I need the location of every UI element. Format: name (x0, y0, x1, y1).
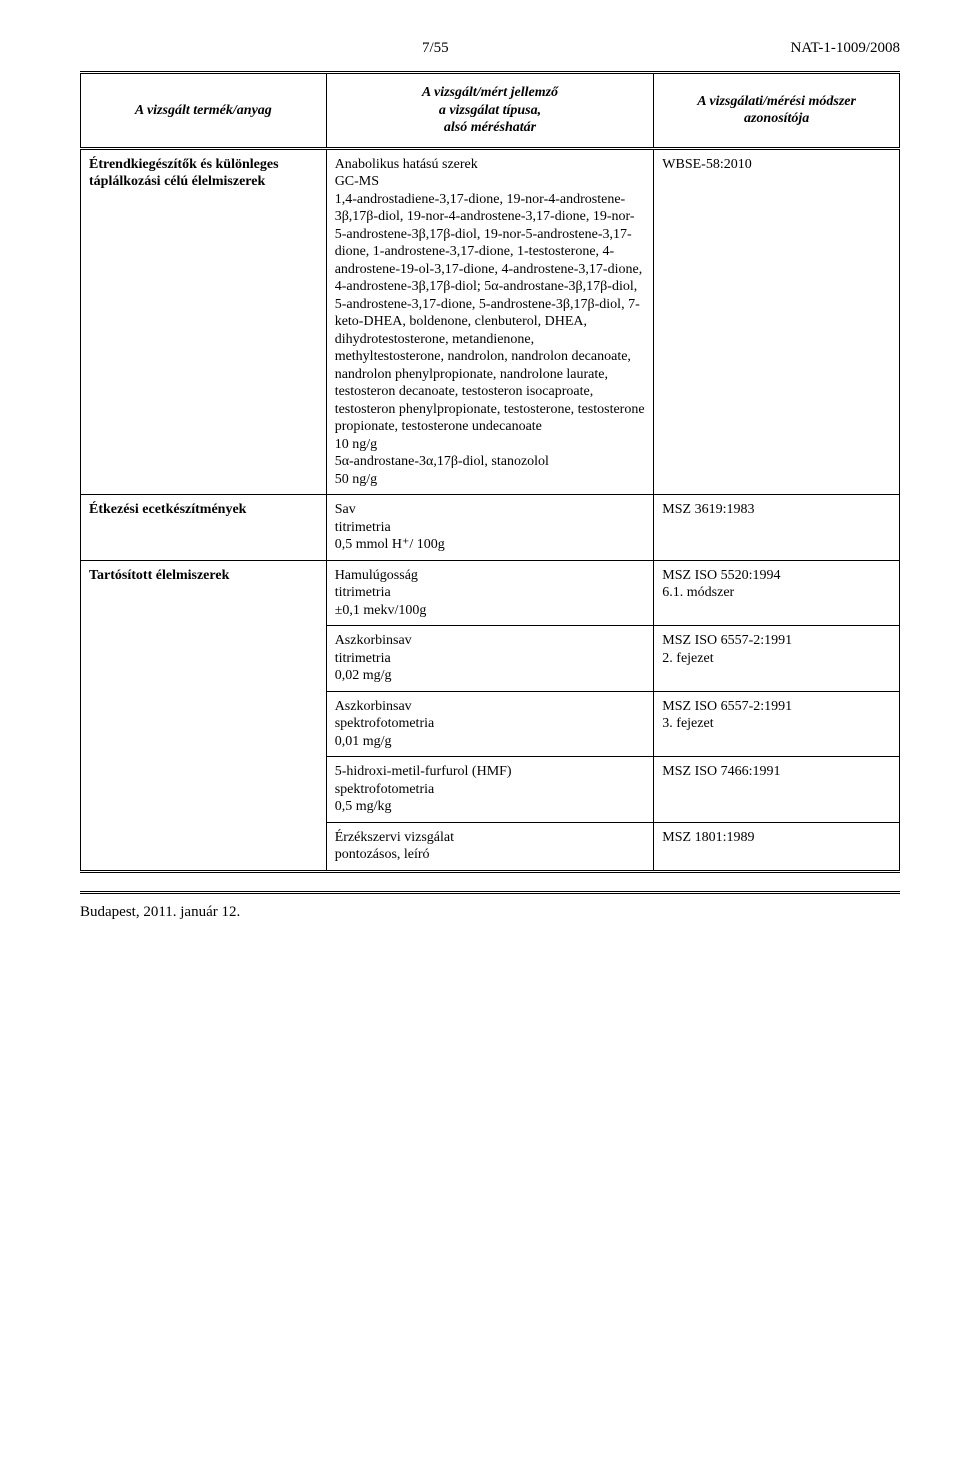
footer-divider (80, 891, 900, 894)
table-row: Tartósított élelmiszerekHamulúgosság tit… (81, 560, 900, 626)
cell-method: WBSE-58:2010 (654, 148, 900, 495)
table-row: Étrendkiegészítők és különleges táplálko… (81, 148, 900, 495)
cell-product: Tartósított élelmiszerek (81, 560, 327, 871)
cell-property: Aszkorbinsav spektrofotometria 0,01 mg/g (326, 691, 654, 757)
table-header-row: A vizsgált termék/anyag A vizsgált/mért … (81, 73, 900, 149)
cell-method: MSZ 3619:1983 (654, 495, 900, 561)
page-header: 7/55 NAT-1-1009/2008 (80, 40, 900, 57)
cell-property: Érzékszervi vizsgálat pontozásos, leíró (326, 822, 654, 871)
cell-method: MSZ 1801:1989 (654, 822, 900, 871)
cell-method: MSZ ISO 7466:1991 (654, 757, 900, 823)
col-header-product: A vizsgált termék/anyag (81, 73, 327, 149)
cell-method: MSZ ISO 5520:1994 6.1. módszer (654, 560, 900, 626)
cell-property: Anabolikus hatású szerek GC-MS 1,4-andro… (326, 148, 654, 495)
data-table: A vizsgált termék/anyag A vizsgált/mért … (80, 71, 900, 873)
col-header-property: A vizsgált/mért jellemző a vizsgálat típ… (326, 73, 654, 149)
page-number: 7/55 (422, 40, 449, 57)
cell-method: MSZ ISO 6557-2:1991 2. fejezet (654, 626, 900, 692)
table-row: Étkezési ecetkészítményekSav titrimetria… (81, 495, 900, 561)
cell-method: MSZ ISO 6557-2:1991 3. fejezet (654, 691, 900, 757)
cell-property: Sav titrimetria 0,5 mmol H⁺/ 100g (326, 495, 654, 561)
cell-property: 5-hidroxi-metil-furfurol (HMF) spektrofo… (326, 757, 654, 823)
col-header-method: A vizsgálati/mérési módszer azonosítója (654, 73, 900, 149)
footer-text: Budapest, 2011. január 12. (80, 904, 900, 921)
cell-product: Étrendkiegészítők és különleges táplálko… (81, 148, 327, 495)
cell-property: Aszkorbinsav titrimetria 0,02 mg/g (326, 626, 654, 692)
cell-property: Hamulúgosság titrimetria ±0,1 mekv/100g (326, 560, 654, 626)
cell-product: Étkezési ecetkészítmények (81, 495, 327, 561)
doc-code: NAT-1-1009/2008 (791, 40, 900, 57)
